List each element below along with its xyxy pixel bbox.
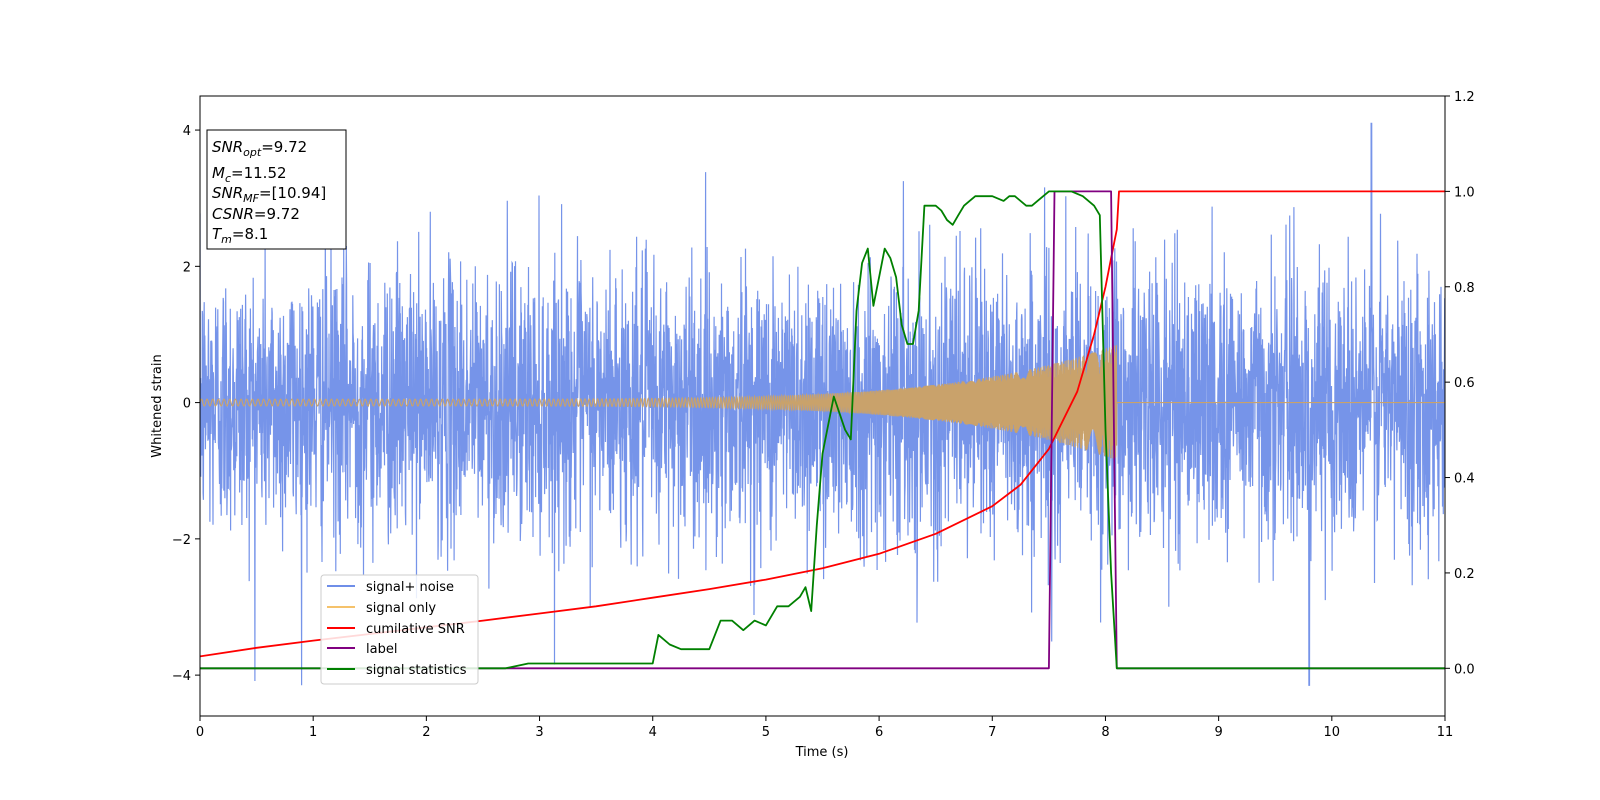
- y-tick-label-left: −2: [172, 533, 191, 548]
- y-tick-label-left: 4: [183, 124, 191, 139]
- legend-label-signal-only: signal only: [366, 601, 436, 616]
- y-tick-label-right: 0.0: [1454, 662, 1475, 677]
- y-tick-label-right: 0.4: [1454, 472, 1475, 487]
- info-box: SNRopt=9.72 Mc=11.52 SNRMF=[10.94] CSNR=…: [206, 129, 347, 250]
- x-tick-label: 11: [1437, 725, 1454, 740]
- x-tick-label: 7: [988, 725, 996, 740]
- x-tick-label: 4: [649, 725, 657, 740]
- info-box-frame: [206, 129, 347, 250]
- plot-frame: [199, 95, 1446, 717]
- legend-label-signal-statistics: signal statistics: [366, 663, 467, 678]
- x-tick-label: 3: [535, 725, 543, 740]
- y-tick-label-left: 2: [183, 260, 191, 275]
- y-tick-label-left: 0: [183, 397, 191, 412]
- legend-label-cumulative-snr: cumilative SNR: [366, 622, 465, 637]
- series-signal-only-line: [200, 345, 1445, 459]
- legend: signal+ noise signal only cumilative SNR…: [320, 574, 479, 685]
- x-tick-label: 6: [875, 725, 883, 740]
- y-tick-label-right: 1.2: [1454, 90, 1475, 105]
- info-chirp-mass: Mc=11.52: [212, 164, 287, 185]
- y-tick-label-right: 1.0: [1454, 185, 1475, 200]
- x-axis-label: Time (s): [795, 745, 849, 760]
- y-tick-label-right: 0.2: [1454, 567, 1475, 582]
- info-csnr: CSNR=9.72: [212, 205, 300, 223]
- x-tick-label: 8: [1101, 725, 1109, 740]
- ticks-layer: 0 1 2 3 4 5 6 7 8 9 10 11 −4 −2 0 2 4 0.0 0.2 0.4 0.6 0.8 1.0 1…: [172, 90, 1475, 740]
- x-tick-label: 2: [422, 725, 430, 740]
- x-tick-label: 9: [1214, 725, 1222, 740]
- y-tick-label-right: 0.8: [1454, 281, 1475, 296]
- legend-label-label: label: [366, 642, 397, 657]
- x-tick-label: 1: [309, 725, 317, 740]
- x-tick-label: 10: [1324, 725, 1341, 740]
- x-tick-label: 5: [762, 725, 770, 740]
- legend-label-signal-noise: signal+ noise: [366, 580, 454, 595]
- y-tick-label-left: −4: [172, 669, 191, 684]
- info-snr-mf: SNRMF=[10.94]: [212, 184, 326, 205]
- info-merger-time: Tm=8.1: [212, 225, 268, 246]
- legend-frame: [320, 574, 479, 685]
- x-tick-label: 0: [196, 725, 204, 740]
- info-snr-opt: SNRopt=9.72: [212, 138, 307, 159]
- series-signal-statistics-line: [200, 190, 1445, 670]
- y-tick-label-right: 0.6: [1454, 376, 1475, 391]
- y-axis-label-left: Whitened strain: [150, 354, 165, 457]
